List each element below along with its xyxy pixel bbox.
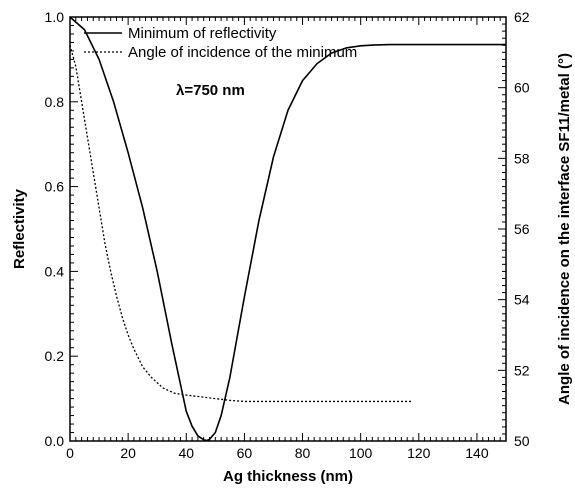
y2-tick-label: 50: [514, 433, 530, 449]
wavelength-annotation: λ=750 nm: [176, 82, 245, 99]
x-tick-label: 80: [295, 445, 311, 461]
x-tick-label: 0: [66, 445, 74, 461]
x-tick-label: 20: [120, 445, 136, 461]
y2-tick-label: 62: [514, 9, 530, 25]
y-tick-label: 0.8: [45, 94, 65, 110]
y-tick-label: 0.2: [45, 348, 65, 364]
series-layer: [69, 16, 506, 442]
y2-tick-label: 52: [514, 362, 530, 378]
y-axis-title: Reflectivity: [11, 188, 28, 269]
x-axis-title: Ag thickness (nm): [223, 468, 353, 485]
x-tick-label: 40: [178, 445, 194, 461]
y2-ticks: 50 52 54 56 58 60 62: [498, 9, 530, 449]
x-tick-label: 100: [349, 445, 373, 461]
x-tick-label: 60: [237, 445, 253, 461]
legend-label-reflectivity: Minimum of reflectivity: [128, 25, 277, 42]
y2-tick-label: 56: [514, 221, 530, 237]
y-tick-label: 1.0: [45, 9, 65, 25]
legend-label-angle: Angle of incidence of the minimum: [128, 44, 357, 61]
y-tick-label: 0.0: [45, 433, 65, 449]
y-tick-label: 0.6: [45, 179, 65, 195]
y2-tick-label: 60: [514, 80, 530, 96]
y2-axis-title: Angle of incidence on the interface SF11…: [556, 53, 573, 405]
series-line-reflectivity: [69, 16, 506, 442]
y-tick-label: 0.4: [45, 263, 65, 279]
x-ticks: 0 20 40 60 80 100 120 140: [66, 17, 507, 461]
x-tick-label: 140: [465, 445, 489, 461]
plot-frame: [69, 16, 507, 442]
series-line-angle: [69, 45, 413, 403]
x-tick-label: 120: [407, 445, 431, 461]
y2-tick-label: 58: [514, 150, 530, 166]
y2-tick-label: 54: [514, 292, 530, 308]
y-ticks: 0.0 0.2 0.4 0.6 0.8 1.0: [45, 9, 78, 449]
